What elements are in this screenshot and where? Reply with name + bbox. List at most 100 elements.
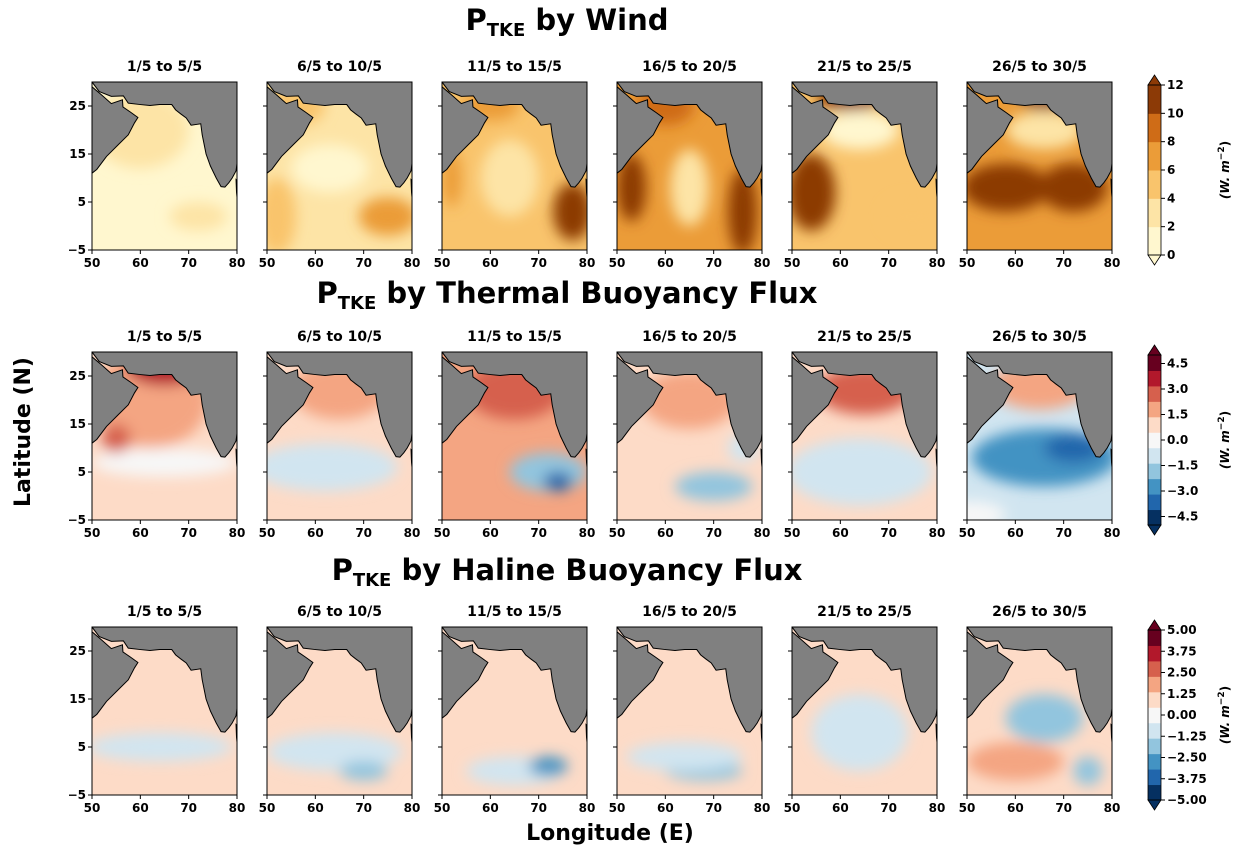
map (617, 627, 762, 795)
x-tick-label: 60 (1007, 801, 1024, 815)
colorbar-tick-label: 4.5 (1167, 357, 1188, 371)
x-tick-label: 50 (784, 801, 801, 815)
row-title-main: P (332, 553, 353, 587)
x-tick-label: 80 (929, 526, 946, 540)
colorbar-tick-label: −3.0 (1167, 484, 1198, 498)
y-tick-label: 5 (78, 740, 86, 754)
map (962, 82, 1112, 250)
x-tick-label: 50 (259, 801, 276, 815)
map (617, 352, 762, 520)
x-tick-label: 50 (609, 526, 626, 540)
y-tick-label: 25 (69, 369, 86, 383)
row-title-rest: by Haline Buoyancy Flux (391, 553, 802, 587)
x-tick-label: 80 (1104, 526, 1121, 540)
x-tick-label: 70 (355, 526, 372, 540)
x-tick-label: 50 (84, 256, 101, 270)
panel-title: 26/5 to 30/5 (992, 604, 1087, 620)
colorbar-label-main: (W. m (1218, 430, 1232, 469)
field-blob (340, 761, 388, 780)
colorbar-bin (1148, 227, 1161, 256)
row-title: PTKE by Haline Buoyancy Flux (332, 553, 803, 591)
x-tick-label: 50 (959, 801, 976, 815)
panel-title: 26/5 to 30/5 (992, 59, 1087, 75)
colorbar-extend (1148, 255, 1161, 265)
x-tick-label: 60 (132, 256, 149, 270)
x-tick-label: 70 (355, 801, 372, 815)
colorbar-tick-label: 6 (1167, 163, 1175, 177)
colorbar-bin (1148, 463, 1161, 479)
field-blob (291, 144, 368, 192)
field-blob (481, 140, 539, 217)
x-tick-label: 80 (754, 526, 771, 540)
x-tick-label: 60 (307, 526, 324, 540)
colorbar-bin (1148, 198, 1161, 227)
colorbar-label-main: (W. m (1218, 160, 1232, 199)
colorbar-bin (1148, 785, 1161, 801)
x-tick-label: 80 (579, 256, 596, 270)
colorbar-label-end: ) (1218, 686, 1232, 691)
colorbar-tick-label: 3.75 (1167, 644, 1197, 658)
panel-title: 21/5 to 25/5 (817, 59, 912, 75)
x-tick-label: 70 (355, 256, 372, 270)
map (92, 347, 237, 520)
colorbar-tick-label: −2.50 (1167, 751, 1207, 765)
x-tick-label: 80 (754, 801, 771, 815)
colorbar-tick-label: 4 (1167, 191, 1175, 205)
colorbar-label-sup: −2 (1217, 691, 1227, 705)
colorbar-bin (1148, 401, 1161, 417)
x-tick-label: 80 (404, 526, 421, 540)
x-tick-label: 70 (705, 256, 722, 270)
x-tick-label: 80 (229, 801, 246, 815)
row-title-main: P (466, 3, 487, 37)
map (967, 627, 1112, 795)
field-blob (787, 438, 932, 505)
panel-title: 1/5 to 5/5 (127, 59, 202, 75)
colorbar-bin (1148, 738, 1161, 754)
colorbar-tick-label: 1.5 (1167, 408, 1188, 422)
x-tick-label: 80 (579, 526, 596, 540)
x-tick-label: 80 (929, 256, 946, 270)
panel-title: 6/5 to 10/5 (297, 604, 382, 620)
x-tick-label: 70 (880, 801, 897, 815)
colorbar-bin (1148, 113, 1161, 142)
panel-title: 1/5 to 5/5 (127, 604, 202, 620)
x-tick-label: 50 (259, 526, 276, 540)
x-tick-label: 80 (579, 801, 596, 815)
y-tick-label: 15 (69, 147, 86, 161)
colorbar-bin (1148, 479, 1161, 495)
colorbar-bin (1148, 370, 1161, 386)
panel-title: 21/5 to 25/5 (817, 604, 912, 620)
x-tick-label: 50 (84, 801, 101, 815)
x-tick-label: 70 (880, 526, 897, 540)
panel-title: 1/5 to 5/5 (127, 329, 202, 345)
colorbar-tick-label: 0.00 (1167, 708, 1197, 722)
colorbar-bin (1148, 707, 1161, 723)
x-tick-label: 80 (404, 801, 421, 815)
colorbar-label-main: (W. m (1218, 705, 1232, 744)
colorbar-label-end: ) (1218, 141, 1232, 146)
panel-title: 21/5 to 25/5 (817, 329, 912, 345)
colorbar-tick-label: 5.00 (1167, 623, 1197, 637)
colorbar-bin (1148, 170, 1161, 199)
colorbar-extend (1148, 620, 1161, 630)
panel-title: 11/5 to 15/5 (467, 604, 562, 620)
x-tick-label: 70 (1055, 256, 1072, 270)
y-axis-label: Latitude (N) (11, 357, 36, 507)
colorbar-bin (1148, 630, 1161, 646)
x-tick-label: 70 (180, 526, 197, 540)
colorbar-tick-label: −1.5 (1167, 459, 1198, 473)
colorbar-extend (1148, 525, 1161, 535)
colorbar-tick-label: −1.25 (1167, 729, 1207, 743)
map (257, 82, 417, 255)
colorbar-bin (1148, 723, 1161, 739)
colorbar-label: (W. m−2) (1217, 686, 1232, 744)
x-tick-label: 70 (1055, 801, 1072, 815)
x-tick-label: 70 (705, 526, 722, 540)
field-blob (675, 472, 752, 501)
field-blob (87, 733, 232, 762)
x-tick-label: 70 (530, 526, 547, 540)
map (267, 627, 412, 795)
colorbar-bin (1148, 432, 1161, 448)
x-tick-label: 70 (530, 801, 547, 815)
y-tick-label: 5 (78, 195, 86, 209)
